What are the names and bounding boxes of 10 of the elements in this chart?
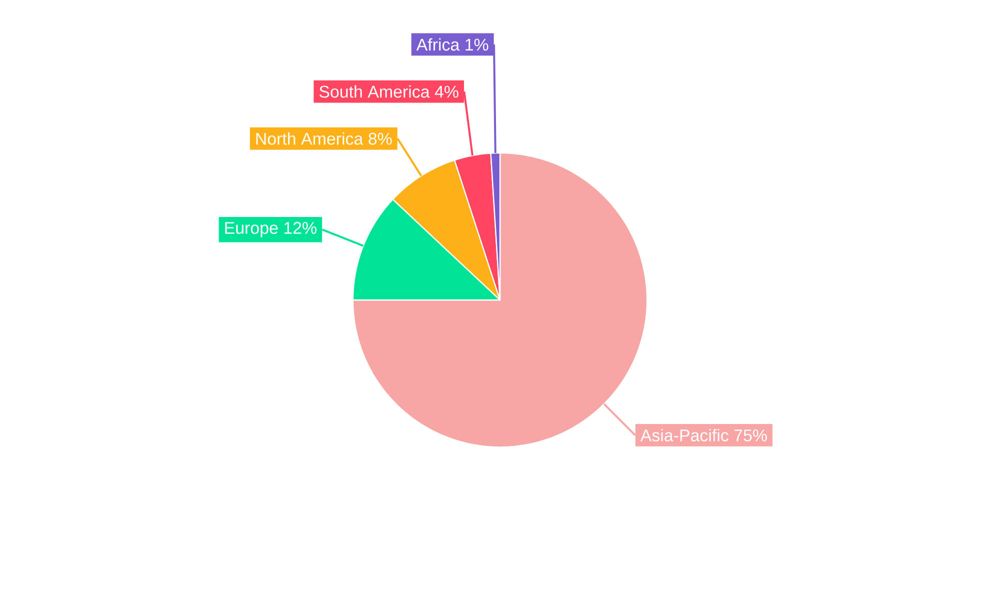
data-label: 75% [734, 429, 767, 442]
data-label: 8% [368, 132, 392, 145]
slice-label: South America [319, 85, 430, 98]
slice-label: Asia-Pacific [640, 428, 728, 442]
slice-label: Europe [225, 222, 278, 238]
data-label: 12% [284, 222, 316, 234]
data-label: 4% [434, 86, 458, 98]
slice-label: Africa [416, 38, 460, 51]
data-label: 1% [466, 38, 488, 51]
slice-label: North America [256, 132, 364, 145]
